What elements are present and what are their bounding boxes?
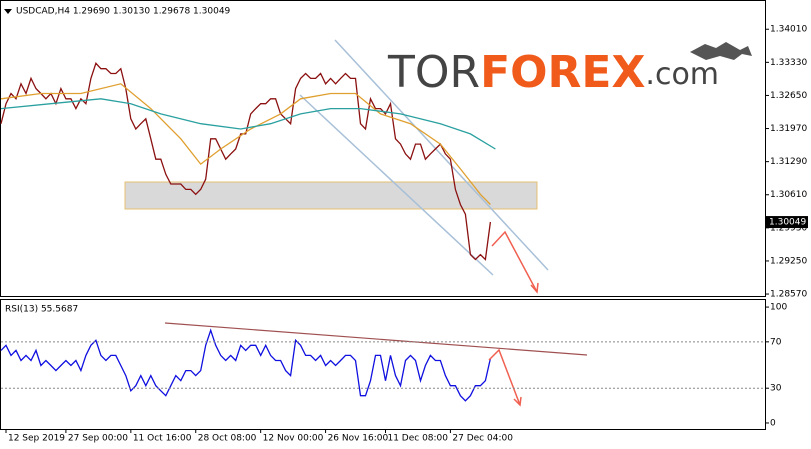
price-arrow xyxy=(491,230,538,293)
series-line xyxy=(0,83,491,205)
x-tick-label: 12 Sep 2019 xyxy=(8,434,65,444)
y-tick-label: 1.30610 xyxy=(770,190,807,200)
logo-bull xyxy=(690,42,752,60)
series-line xyxy=(0,328,492,402)
rsi-trend-line xyxy=(164,322,588,356)
x-tick-label: 11 Dec 08:00 xyxy=(387,434,448,444)
rsi-panel xyxy=(0,299,766,430)
y-tick-label: 1.28570 xyxy=(770,290,807,300)
logo-tor: TOR xyxy=(387,47,480,98)
rsi-arrow-head xyxy=(513,396,522,407)
series-line xyxy=(0,98,496,150)
channel-upper xyxy=(334,39,549,271)
x-tick-label: 11 Oct 16:00 xyxy=(133,434,192,444)
x-tick-label: 26 Nov 16:00 xyxy=(328,434,389,444)
rsi-arrow xyxy=(488,348,521,406)
channel-lower xyxy=(299,94,494,276)
last-price-box xyxy=(766,216,808,229)
price-panel xyxy=(0,0,766,297)
y-tick-label: 1.34010 xyxy=(770,25,807,35)
rsi-title: RSI(13) 55.5687 xyxy=(5,305,78,315)
logo: TORFOREX.com xyxy=(387,47,719,98)
logo-forex: FOREX xyxy=(480,47,645,98)
y-tick-label: 30 xyxy=(770,384,782,394)
price-arrow-head xyxy=(530,282,539,294)
x-tick-label: 27 Dec 04:00 xyxy=(452,434,513,444)
y-tick-label: 1.31290 xyxy=(770,157,807,167)
x-tick-label: 12 Nov 00:00 xyxy=(263,434,324,444)
logo-com: .com xyxy=(645,57,719,92)
x-tick-label: 28 Oct 08:00 xyxy=(198,434,257,444)
y-tick-label: 1.33330 xyxy=(770,58,807,68)
x-tick-label: 27 Sep 00:00 xyxy=(68,434,128,444)
support-zone xyxy=(124,181,538,210)
series-layer xyxy=(0,62,496,402)
y-tick-label: 1.29250 xyxy=(770,256,807,266)
forecast-arrows xyxy=(488,230,539,407)
y-tick-label: 1.32650 xyxy=(770,91,807,101)
y-tick-label: 1.29930 xyxy=(770,223,807,233)
y-tick-label: 100 xyxy=(770,303,787,313)
last-price-label: 1.30049 xyxy=(769,218,806,228)
y-tick-label: 0 xyxy=(770,418,776,428)
y-tick-label: 1.31970 xyxy=(770,124,807,134)
chart-title: USDCAD,H4 1.29690 1.30130 1.29678 1.3004… xyxy=(16,7,231,17)
y-tick-label: 70 xyxy=(770,337,782,347)
dropdown-icon xyxy=(4,9,12,14)
